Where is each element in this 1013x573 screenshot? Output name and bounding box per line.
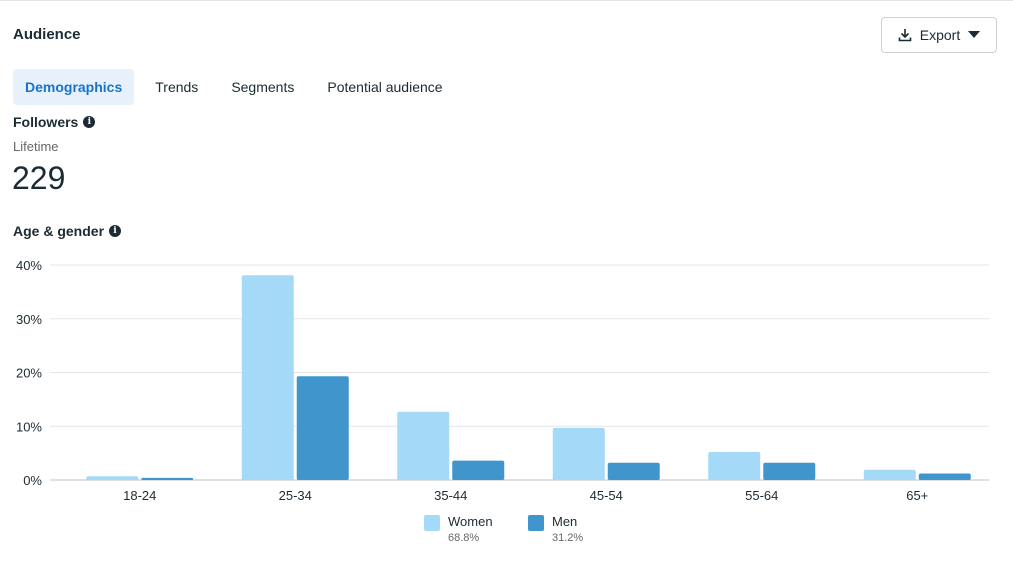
x-tick-label: 25-34 [279, 488, 312, 503]
followers-count: 229 [12, 160, 66, 196]
bar-women [397, 411, 450, 480]
legend-swatch-men [528, 515, 544, 531]
bar-women [708, 452, 761, 480]
page-title: Audience [13, 26, 81, 43]
y-tick-label: 0% [23, 473, 42, 488]
legend-label-women: Women [448, 514, 493, 529]
bar-men [296, 376, 349, 480]
x-tick-label: 18-24 [123, 488, 156, 503]
age-gender-heading: Age & gender i [13, 223, 122, 239]
top-divider [0, 0, 1013, 1]
y-tick-label: 10% [16, 419, 42, 434]
download-icon [898, 28, 912, 42]
bar-men [607, 462, 660, 480]
legend-label-men: Men [552, 514, 578, 529]
followers-label: Followers [13, 114, 79, 130]
x-tick-label: 65+ [906, 488, 928, 503]
y-tick-label: 30% [16, 312, 42, 327]
legend-item-men[interactable]: Men 31.2% [528, 514, 583, 544]
bar-men [918, 473, 971, 480]
tab-demographics[interactable]: Demographics [13, 69, 135, 105]
export-label: Export [919, 27, 961, 43]
bar-men [763, 462, 816, 480]
y-tick-label: 40% [16, 258, 42, 273]
tab-segments[interactable]: Segments [231, 79, 295, 95]
age-gender-chart: 40% 30% 20% 10% 0% 18-24 25-34 35-44 45-54 55-64 6… [16, 258, 989, 503]
bar-women [552, 427, 605, 480]
age-gender-label: Age & gender [13, 223, 105, 239]
legend-item-women[interactable]: Women 68.8% [424, 514, 493, 544]
followers-heading: Followers i [13, 114, 96, 130]
bar-men [141, 477, 194, 480]
caret-down-icon [968, 31, 981, 39]
followers-period: Lifetime [13, 139, 59, 154]
tab-bar: Demographics Trends Segments Potential a… [13, 69, 464, 105]
bar-men [452, 460, 505, 480]
y-tick-label: 20% [16, 366, 42, 381]
x-tick-label: 55-64 [745, 488, 778, 503]
x-tick-label: 35-44 [434, 488, 467, 503]
tab-trends[interactable]: Trends [155, 79, 199, 95]
bar-women [863, 469, 916, 480]
legend-share-women: 68.8% [448, 532, 480, 544]
export-button[interactable]: Export [881, 17, 997, 53]
legend-share-men: 31.2% [552, 532, 584, 544]
bar-women [241, 275, 294, 480]
info-icon[interactable]: i [83, 116, 96, 128]
bar-women [86, 476, 139, 480]
tab-potential-audience[interactable]: Potential audience [327, 79, 443, 95]
x-tick-label: 45-54 [590, 488, 623, 503]
legend-swatch-women [424, 515, 440, 531]
info-icon[interactable]: i [109, 225, 122, 237]
